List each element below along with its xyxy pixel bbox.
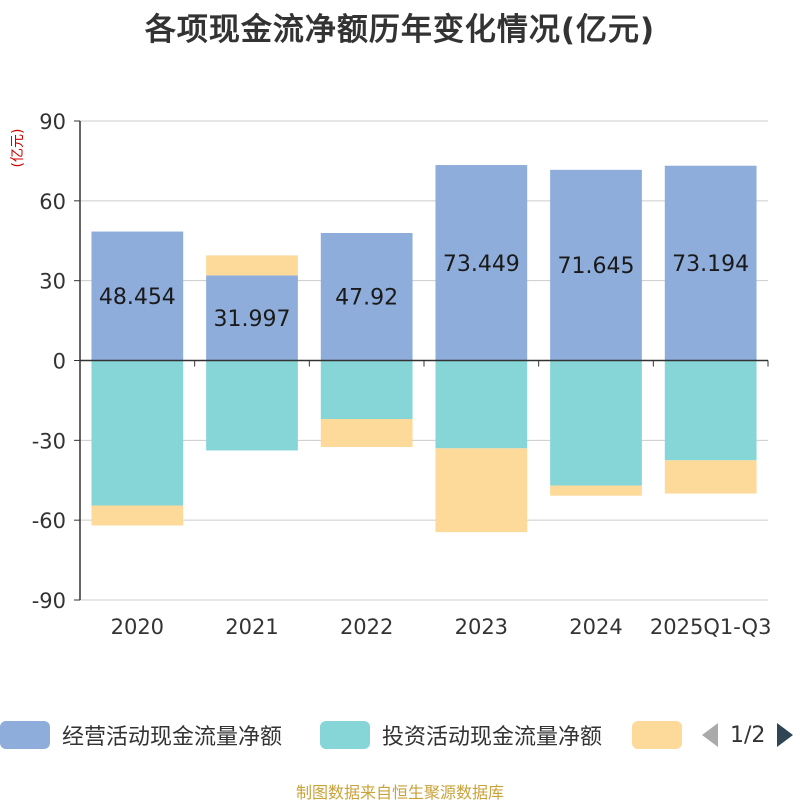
bar-2024-s1: [550, 360, 642, 486]
x-tick-label: 2020: [111, 615, 164, 639]
bar-2021-s0: [206, 275, 298, 361]
bar-2021-s1: [206, 360, 298, 451]
data-label-2021: 31.997: [214, 307, 291, 332]
data-label-2025Q1-Q3: 73.194: [672, 252, 749, 277]
bars: [91, 165, 757, 533]
data-label-2024: 71.645: [558, 254, 635, 279]
bar-2020-s2: [91, 505, 184, 526]
legend: 经营活动现金流量净额 投资活动现金流量净额 1/2: [0, 712, 800, 758]
y-tick-label: -90: [32, 589, 66, 613]
x-tick-label: 2022: [340, 615, 393, 639]
y-tick-label: -30: [32, 429, 66, 453]
y-tick-label: 90: [39, 110, 66, 134]
bar-2023-s1: [435, 360, 528, 449]
bar-2025Q1-Q3-s1: [664, 360, 757, 461]
legend-swatch-operating: [0, 721, 50, 749]
x-tick-label: 2025Q1-Q3: [650, 615, 772, 639]
y-tick-label: 0: [53, 350, 66, 374]
legend-swatch-financing: [632, 721, 682, 749]
x-tick-label: 2021: [225, 615, 278, 639]
legend-item-investing[interactable]: 投资活动现金流量净额: [320, 712, 602, 758]
bar-2025Q1-Q3-s2: [664, 460, 757, 494]
legend-item-operating[interactable]: 经营活动现金流量净额: [0, 712, 282, 758]
y-tick-label: -60: [32, 509, 66, 533]
data-source-note: 制图数据来自恒生聚源数据库: [295, 783, 504, 802]
grid-lines: [80, 120, 768, 601]
legend-pager: 1/2: [700, 712, 795, 758]
data-label-2022: 47.92: [335, 286, 398, 311]
data-label-2023: 73.449: [443, 252, 520, 277]
y-axis-title: (亿元): [10, 129, 26, 168]
bar-2021-s2: [206, 255, 298, 276]
bar-2022-s2: [320, 419, 413, 447]
bar-2022-s0: [320, 232, 413, 361]
bar-2024-s0: [550, 169, 642, 361]
bar-2024-s2: [550, 485, 642, 496]
y-tick-label: 30: [39, 270, 66, 294]
legend-item-financing[interactable]: [632, 712, 682, 758]
page-indicator: 1/2: [730, 722, 766, 748]
legend-swatch-investing: [320, 721, 370, 749]
bar-2020-s0: [91, 231, 184, 361]
data-label-2020: 48.454: [99, 285, 176, 310]
axes: 90 60 30 0 -30 -60 -90 (亿元) 2020 2021 2022 2023 2024…: [10, 110, 771, 639]
x-tick-label: 2024: [569, 615, 622, 639]
data-labels: 48.454 31.997 47.92 73.449 71.645 73.194: [99, 252, 749, 332]
bar-2020-s1: [91, 360, 184, 506]
legend-label-operating: 经营活动现金流量净额: [62, 725, 283, 750]
chart-title: 各项现金流净额历年变化情况(亿元): [144, 12, 656, 48]
prev-page-icon[interactable]: [700, 721, 720, 749]
x-tick-label: 2023: [455, 615, 508, 639]
bar-2023-s0: [435, 165, 528, 361]
y-tick-label: 60: [39, 190, 66, 214]
next-page-icon[interactable]: [775, 721, 795, 749]
legend-label-investing: 投资活动现金流量净额: [382, 725, 603, 750]
bar-2022-s1: [320, 360, 413, 420]
bar-2025Q1-Q3-s0: [664, 165, 757, 361]
bar-2023-s2: [435, 448, 528, 533]
stacked-bar-chart: 90 60 30 0 -30 -60 -90 (亿元) 2020 2021 2022 2023 2024…: [10, 110, 771, 639]
